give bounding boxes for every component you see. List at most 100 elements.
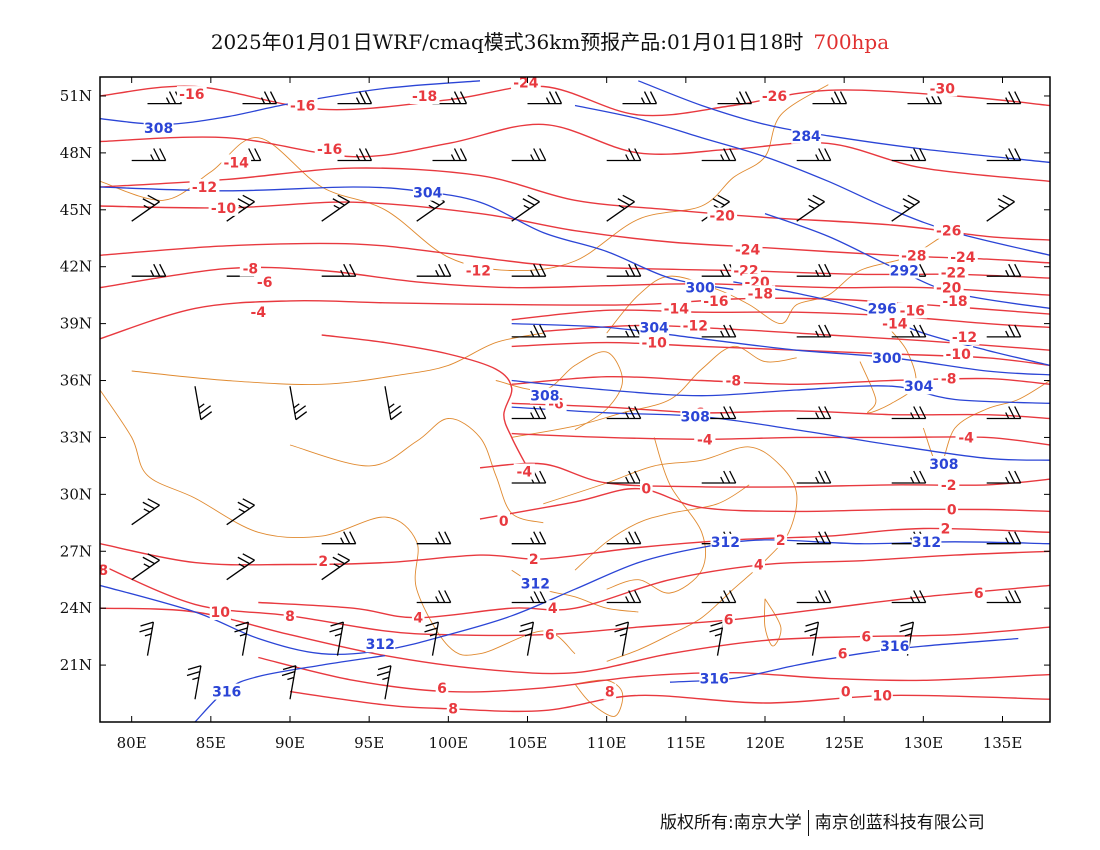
height-label-background (520, 575, 551, 592)
temperature-label: -28 (901, 248, 926, 264)
temperature-label-background (497, 512, 510, 529)
wind-barb (891, 590, 927, 604)
temperature-label: 8 (448, 702, 458, 718)
wind-barb (321, 531, 357, 545)
wind-barb (986, 148, 1022, 162)
temperature-label-background (949, 328, 980, 345)
lat-tick-label: 39N (60, 315, 92, 333)
lon-tick-label: 120E (745, 734, 785, 752)
temperature-label: -4 (958, 430, 974, 446)
height-label: 312 (711, 535, 740, 551)
height-contour (638, 80, 1050, 164)
height-label: 296 (868, 301, 897, 317)
height-label-background (791, 127, 822, 144)
wind-barb (986, 91, 1022, 105)
wind-barb (289, 386, 308, 421)
wind-barb (796, 531, 832, 545)
temperature-label: 6 (545, 628, 555, 644)
temperature-label: -12 (466, 264, 491, 280)
wind-barb (329, 621, 345, 656)
wind-barb (226, 498, 255, 526)
copyright: 版权所有:南京大学 南京创蓝科技有限公司 (660, 808, 985, 836)
wind-barb (606, 470, 642, 484)
wind-barb (416, 263, 452, 277)
height-label-background (903, 378, 934, 395)
temperature-label-background (513, 463, 535, 480)
wind-barb (511, 531, 547, 545)
map-frame (99, 76, 1051, 723)
wind-barb (796, 470, 832, 484)
temperature-label: 0 (499, 514, 509, 530)
temperature-labels: -16-16-18-24-26 -30-16-14-12-10 -20-26-24-… (100, 77, 986, 718)
height-label: 300 (872, 351, 901, 367)
lon-tick-label: 95E (354, 734, 384, 752)
temperature-label-background (774, 531, 788, 548)
wind-barb (424, 621, 440, 656)
temperature-label-background (254, 273, 276, 290)
temperature-isotherm (100, 123, 1050, 182)
temperature-label-background (100, 562, 110, 579)
height-label: 308 (929, 457, 958, 473)
lon-tick-label: 110E (587, 734, 627, 752)
wind-barb (511, 590, 547, 604)
temperature-label-background (871, 687, 893, 704)
temperature-isotherm (321, 334, 529, 469)
temperature-label: 2 (318, 554, 328, 570)
wind-barb (606, 531, 642, 545)
temperature-label: -6 (257, 275, 273, 291)
temperature-label-background (938, 264, 969, 281)
height-label: 312 (366, 637, 395, 653)
wind-barb (147, 91, 183, 105)
wind-barb (432, 91, 468, 105)
height-label-background (365, 636, 396, 653)
temperature-label: 6 (724, 613, 734, 629)
temperature-isotherm (258, 656, 1050, 693)
temperature-contours (100, 85, 1050, 713)
temperature-label: 6 (437, 681, 447, 697)
temperature-label-background (176, 86, 207, 103)
boundary-line (763, 598, 782, 647)
boundary-line (100, 84, 829, 272)
height-label-background (211, 683, 242, 700)
wind-barb (527, 91, 563, 105)
wind-barb (416, 531, 452, 545)
wind-barb (606, 148, 642, 162)
height-label-background (699, 670, 730, 687)
height-label: 316 (880, 639, 909, 655)
lon-tick-label: 85E (196, 734, 226, 752)
temperature-isotherm (100, 85, 1050, 117)
temperature-label: -12 (683, 319, 708, 335)
temperature-label-background (189, 179, 220, 195)
height-label-background (879, 638, 910, 655)
temperature-label-background (209, 604, 231, 620)
temperature-label: -26 (936, 224, 961, 240)
height-label: 316 (212, 685, 241, 701)
lon-tick-label: 100E (429, 734, 469, 752)
temperature-label: 4 (413, 611, 423, 627)
wind-barb (242, 91, 278, 105)
map-axes: 80E 85E 90E 95E 100E 105E 110E 115E 120E 125E 130E… (60, 77, 1050, 752)
height-label: 300 (685, 281, 714, 297)
wind-barb (796, 194, 825, 222)
wind-barb (321, 263, 357, 277)
lat-tick-label: 24N (60, 599, 92, 617)
wind-barb (899, 621, 915, 656)
height-contour (100, 186, 734, 291)
wind-barb (986, 590, 1022, 604)
wind-barb (432, 148, 468, 162)
temperature-label: 2 (941, 522, 951, 538)
height-label: 284 (792, 129, 821, 145)
temperature-label: -10 (211, 201, 237, 217)
wind-barb (321, 553, 350, 581)
temperature-label-background (938, 370, 960, 387)
lat-tick-label: 30N (60, 485, 92, 503)
wind-barb (376, 665, 392, 700)
wind-barb (606, 194, 635, 222)
temperature-label: -16 (317, 142, 342, 158)
temperature-label-background (948, 249, 978, 266)
wind-barb (701, 324, 737, 338)
temperature-label-background (639, 334, 670, 351)
boundary-line (574, 484, 750, 571)
title-text: 2025年01月01日WRF/cmaq模式36km预报产品:01月01日18时 (210, 30, 804, 54)
